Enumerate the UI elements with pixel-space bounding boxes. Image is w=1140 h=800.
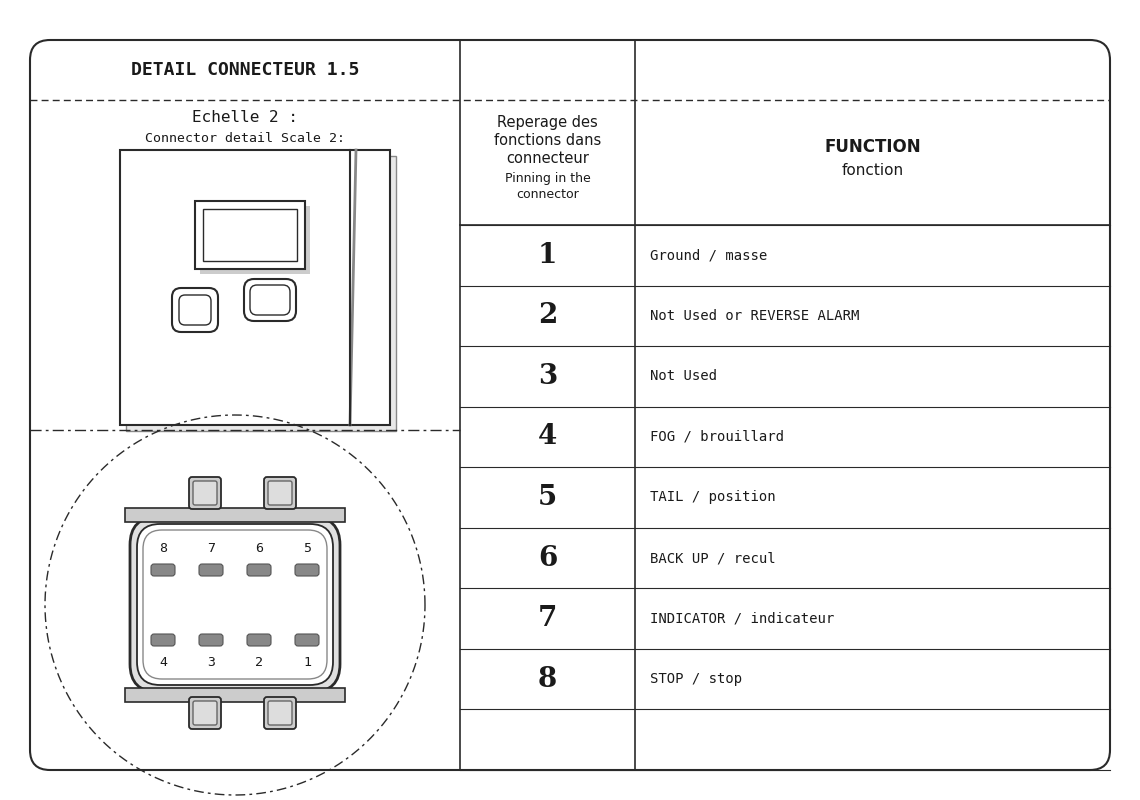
- Text: 7: 7: [538, 605, 557, 632]
- FancyBboxPatch shape: [179, 295, 211, 325]
- Text: Pinning in the: Pinning in the: [505, 172, 591, 185]
- FancyBboxPatch shape: [189, 697, 221, 729]
- FancyBboxPatch shape: [150, 564, 176, 576]
- Text: STOP / stop: STOP / stop: [650, 672, 742, 686]
- FancyBboxPatch shape: [30, 40, 1110, 770]
- Text: 5: 5: [538, 484, 557, 511]
- Text: FOG / brouillard: FOG / brouillard: [650, 430, 784, 444]
- Text: 8: 8: [538, 666, 557, 693]
- FancyBboxPatch shape: [142, 530, 327, 679]
- FancyBboxPatch shape: [150, 634, 176, 646]
- Bar: [200, 206, 310, 274]
- FancyBboxPatch shape: [189, 477, 221, 509]
- Text: Reperage des: Reperage des: [497, 115, 597, 130]
- FancyBboxPatch shape: [193, 701, 217, 725]
- Text: DETAIL CONNECTEUR 1.5: DETAIL CONNECTEUR 1.5: [131, 61, 359, 79]
- FancyBboxPatch shape: [250, 285, 290, 315]
- Text: Not Used or REVERSE ALARM: Not Used or REVERSE ALARM: [650, 309, 860, 323]
- FancyBboxPatch shape: [295, 564, 319, 576]
- FancyBboxPatch shape: [172, 288, 218, 332]
- Text: 6: 6: [255, 542, 263, 554]
- Bar: [120, 150, 390, 425]
- FancyBboxPatch shape: [295, 634, 319, 646]
- FancyBboxPatch shape: [264, 697, 296, 729]
- FancyBboxPatch shape: [137, 524, 333, 685]
- FancyBboxPatch shape: [264, 477, 296, 509]
- Text: FUNCTION: FUNCTION: [824, 138, 921, 155]
- Text: BACK UP / recul: BACK UP / recul: [650, 551, 775, 565]
- FancyBboxPatch shape: [247, 564, 271, 576]
- FancyBboxPatch shape: [130, 517, 340, 692]
- FancyBboxPatch shape: [268, 701, 292, 725]
- Text: 1: 1: [538, 242, 557, 269]
- Text: fonction: fonction: [841, 163, 904, 178]
- Text: 8: 8: [158, 542, 166, 554]
- Bar: [125, 508, 345, 522]
- FancyBboxPatch shape: [244, 279, 296, 321]
- Text: 2: 2: [538, 302, 557, 330]
- Bar: [203, 209, 298, 261]
- Text: connecteur: connecteur: [506, 151, 589, 166]
- Text: 1: 1: [303, 655, 311, 669]
- Text: fonctions dans: fonctions dans: [494, 133, 601, 148]
- Bar: [125, 688, 345, 702]
- FancyBboxPatch shape: [247, 634, 271, 646]
- Text: 6: 6: [538, 545, 557, 571]
- Text: Connector detail Scale 2:: Connector detail Scale 2:: [145, 132, 345, 145]
- Text: 4: 4: [538, 423, 557, 450]
- Text: Not Used: Not Used: [650, 370, 717, 383]
- Text: Echelle 2 :: Echelle 2 :: [192, 110, 298, 125]
- Text: connector: connector: [516, 188, 579, 201]
- Text: 3: 3: [207, 655, 215, 669]
- FancyBboxPatch shape: [200, 634, 223, 646]
- Bar: [127, 156, 396, 431]
- Text: Ground / masse: Ground / masse: [650, 248, 767, 262]
- FancyBboxPatch shape: [200, 564, 223, 576]
- Text: 5: 5: [303, 542, 311, 554]
- Text: 7: 7: [207, 542, 215, 554]
- Text: 3: 3: [538, 363, 557, 390]
- Text: 2: 2: [255, 655, 263, 669]
- FancyBboxPatch shape: [268, 481, 292, 505]
- Bar: [195, 201, 306, 269]
- Text: TAIL / position: TAIL / position: [650, 490, 775, 505]
- FancyBboxPatch shape: [193, 481, 217, 505]
- Text: 4: 4: [158, 655, 166, 669]
- Text: INDICATOR / indicateur: INDICATOR / indicateur: [650, 612, 834, 626]
